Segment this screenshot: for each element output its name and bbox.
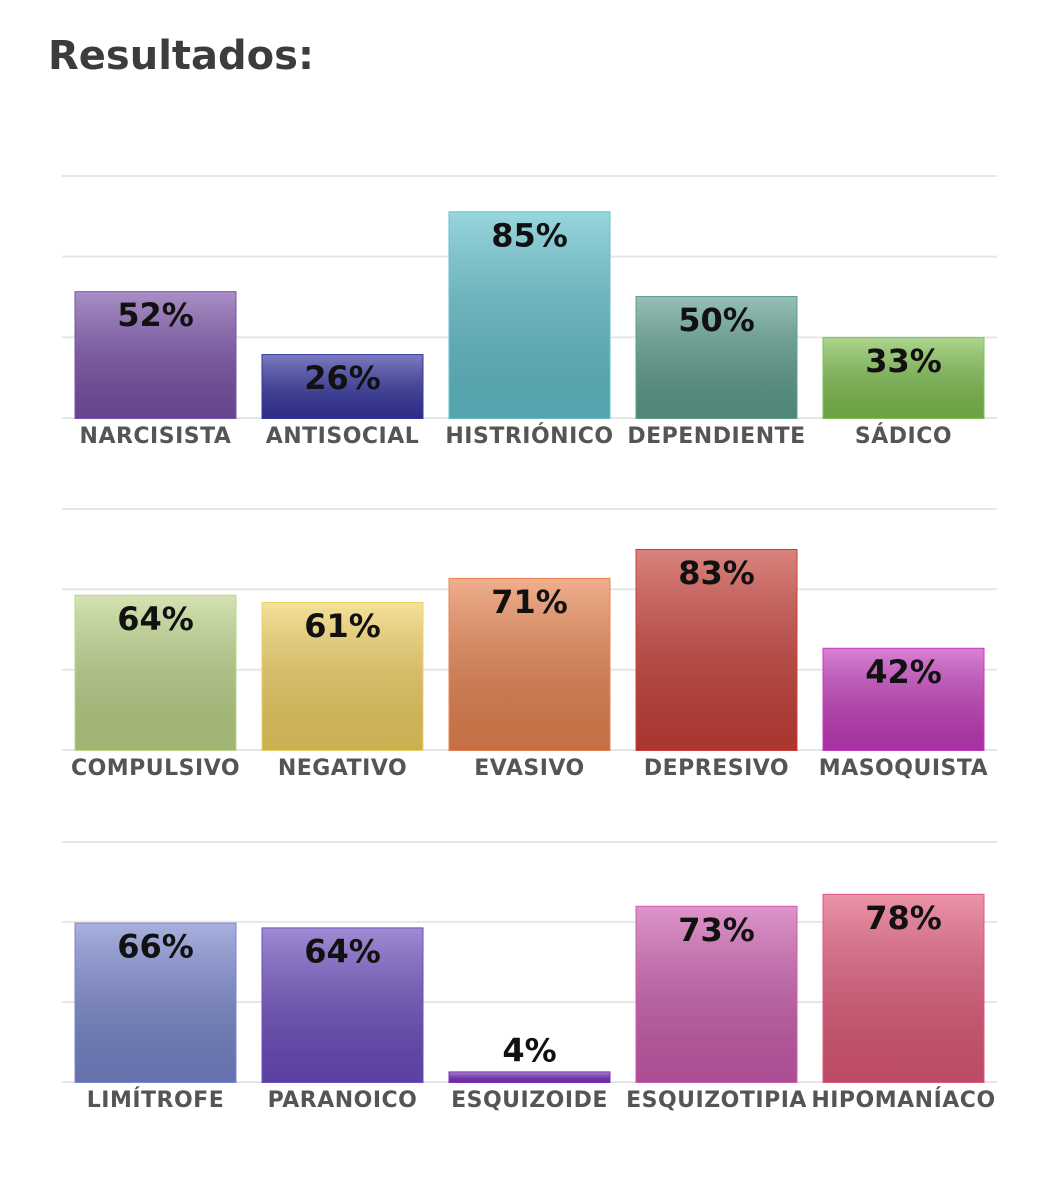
value-label: 66% [117, 928, 194, 966]
bar-shade [75, 595, 236, 750]
bar-shade [262, 602, 423, 750]
bar-shade [636, 297, 797, 418]
x-tick-label: MASOQUISTA [819, 756, 988, 781]
x-tick-label: COMPULSIVO [71, 756, 240, 781]
value-label: 78% [865, 899, 942, 937]
bar-shade [449, 1072, 610, 1082]
x-tick-label: ANTISOCIAL [266, 424, 420, 449]
bar-shade [262, 355, 423, 418]
x-tick-label: LIMÍTROFE [87, 1087, 225, 1113]
bar-shade [823, 338, 984, 418]
x-tick-label: HIPOMANÍACO [811, 1087, 995, 1113]
bar-shade [75, 923, 236, 1082]
value-label: 83% [678, 554, 755, 592]
x-tick-label: DEPRESIVO [644, 756, 789, 781]
value-label: 50% [678, 301, 755, 339]
value-label: 71% [491, 583, 568, 621]
bar-shade [262, 928, 423, 1082]
bar-shade [449, 212, 610, 418]
value-label: 64% [117, 600, 194, 638]
x-tick-label: DEPENDIENTE [627, 424, 805, 449]
value-label: 4% [502, 1031, 556, 1069]
value-label: 33% [865, 342, 942, 380]
x-tick-label: PARANOICO [268, 1088, 418, 1113]
bar-shade [75, 292, 236, 418]
bar-shade [636, 906, 797, 1082]
x-tick-label: NARCISISTA [80, 424, 232, 449]
bar-shade [823, 894, 984, 1082]
bar-shade [449, 578, 610, 750]
x-tick-label: ESQUIZOTIPIA [626, 1088, 807, 1113]
x-tick-label: EVASIVO [474, 756, 584, 781]
bar-shade [636, 549, 797, 750]
bar-shade [823, 648, 984, 750]
value-label: 61% [304, 607, 381, 645]
x-tick-label: NEGATIVO [278, 756, 407, 781]
x-tick-label: ESQUIZOIDE [451, 1088, 608, 1113]
x-tick-label: SÁDICO [855, 423, 952, 449]
value-label: 85% [491, 216, 568, 254]
page-title: Resultados: [48, 33, 314, 79]
value-label: 42% [865, 653, 942, 691]
x-tick-label: HISTRIÓNICO [445, 423, 613, 449]
value-label: 52% [117, 296, 194, 334]
value-label: 73% [678, 911, 755, 949]
value-label: 64% [304, 932, 381, 970]
value-label: 26% [304, 359, 381, 397]
